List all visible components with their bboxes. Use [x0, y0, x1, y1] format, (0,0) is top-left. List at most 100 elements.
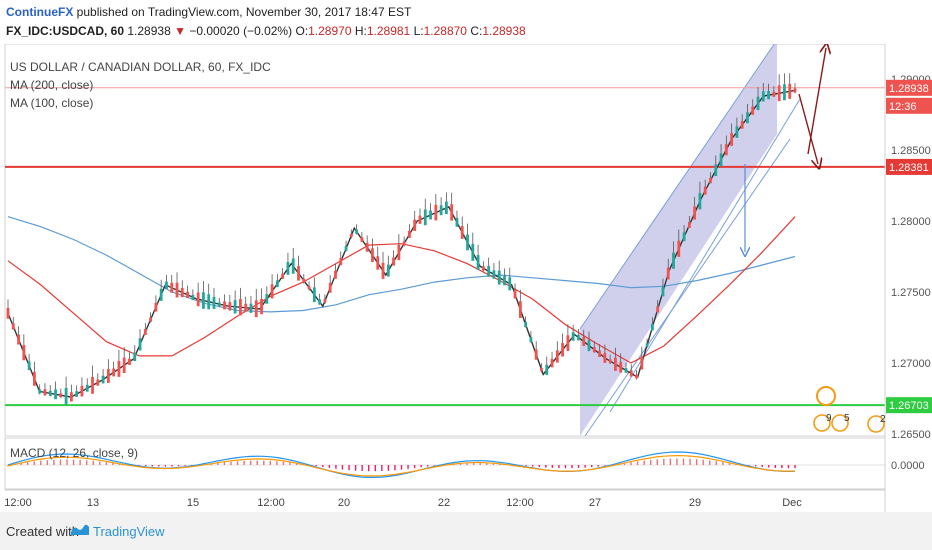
candle-body: [444, 201, 448, 215]
candle-body: [349, 233, 353, 237]
candle-body: [397, 244, 401, 261]
chart-legend: US DOLLAR / CANADIAN DOLLAR, 60, FX_IDC …: [10, 58, 271, 112]
candle-body: [598, 350, 601, 357]
series-line-ma-100-close-: [7, 216, 796, 364]
candle-body: [640, 356, 644, 370]
event-badge-count: 9: [826, 413, 832, 424]
candle-body: [555, 350, 559, 363]
candle-body: [767, 90, 770, 100]
x-tick-label: 15: [187, 497, 199, 509]
candle-body: [281, 273, 285, 279]
open-value: 1.28970: [308, 24, 352, 38]
candle-body: [318, 299, 322, 305]
price-tick-label: 1.27500: [891, 287, 931, 299]
candle-body: [11, 323, 15, 330]
x-tick-label: 29: [689, 497, 701, 509]
last-price: 1.28938: [127, 24, 171, 38]
candle-body: [344, 246, 348, 251]
candle-body: [6, 307, 10, 319]
candle-body: [529, 336, 533, 343]
publish-line: ContinueFX published on TradingView.com,…: [6, 5, 411, 19]
candle-body: [503, 276, 506, 286]
candle-body: [629, 370, 633, 377]
symbol-name: FX_IDC:USDCAD, 60: [6, 24, 125, 38]
legend-ma200[interactable]: MA (200, close): [10, 78, 94, 92]
candle-body: [788, 83, 792, 99]
candle-body: [434, 204, 438, 221]
candle-body: [43, 389, 47, 396]
candle-body: [54, 389, 57, 400]
candle-body: [328, 282, 332, 293]
candle-body: [571, 332, 575, 341]
candle-body: [777, 85, 781, 102]
x-tick-label: 20: [338, 497, 350, 509]
legend-ma100[interactable]: MA (100, close): [10, 96, 94, 110]
candle-body: [339, 258, 343, 266]
price-change: −0.00020 (−0.02%): [189, 24, 293, 38]
high-value: 1.28981: [366, 24, 411, 38]
candle-body: [592, 347, 596, 353]
candle-body: [466, 234, 469, 251]
tradingview-logo-icon: [71, 524, 89, 535]
candle-body: [481, 266, 485, 271]
candle-body: [180, 287, 184, 298]
candle-body: [793, 88, 797, 93]
price-tick-label: 1.27000: [891, 358, 931, 370]
candle-body: [450, 204, 454, 221]
candle-body: [724, 144, 728, 156]
candle-body: [207, 294, 211, 310]
candle-body: [386, 264, 390, 277]
candle-body: [455, 218, 459, 227]
candle-body: [291, 258, 295, 274]
candle-body: [740, 121, 744, 129]
candle-body: [418, 215, 422, 224]
tradingview-brand[interactable]: TradingView: [93, 524, 165, 539]
published-text: published on TradingView.com, November 3…: [76, 5, 412, 19]
arrow-down-target: [798, 93, 818, 164]
candle-body: [439, 205, 443, 216]
candle-body: [371, 248, 374, 262]
candle-body: [59, 393, 63, 398]
macd-legend[interactable]: MACD (12, 26, close, 9): [10, 446, 139, 460]
author-link[interactable]: ContinueFX: [6, 5, 74, 19]
candle-body: [223, 301, 226, 310]
candle-body: [244, 303, 248, 312]
price-label-box: [886, 97, 932, 114]
candle-body: [48, 390, 52, 396]
candle-body: [355, 229, 359, 234]
candle-body: [254, 300, 258, 318]
candle-body: [619, 361, 623, 373]
candle-body: [186, 291, 189, 299]
candle-body: [138, 338, 142, 351]
candle-body: [730, 132, 734, 146]
candle-body: [101, 375, 105, 384]
arrow-up-target: [807, 48, 826, 155]
candle-body: [624, 368, 628, 373]
candle-body: [64, 387, 68, 405]
candle-body: [117, 360, 121, 377]
x-tick-label: 12:00: [506, 497, 534, 509]
x-tick-label: 12:00: [4, 497, 32, 509]
candle-body: [709, 177, 712, 184]
candle-body: [746, 112, 749, 124]
chart-canvas[interactable]: 1.290001.285001.280001.275001.270001.265…: [0, 44, 932, 512]
candle-body: [719, 153, 723, 167]
low-value: 1.28870: [423, 24, 467, 38]
candle-body: [756, 96, 760, 111]
price-axis-background: [885, 44, 932, 512]
candle-body: [761, 91, 765, 102]
candle-body: [413, 219, 417, 232]
open-label: O:: [295, 24, 309, 38]
candle-body: [170, 282, 174, 293]
x-tick-label: 22: [438, 497, 450, 509]
candle-body: [165, 281, 168, 290]
event-badge-icon: [831, 414, 849, 432]
candle-body: [91, 377, 94, 394]
candle-body: [133, 352, 137, 362]
candle-body: [96, 379, 100, 386]
candle-body: [212, 296, 216, 309]
candle-body: [714, 164, 718, 177]
symbol-line: FX_IDC:USDCAD, 60 1.28938 ▼ −0.00020 (−0…: [6, 24, 526, 38]
price-tick-label: 1.28000: [891, 216, 931, 228]
candle-body: [376, 256, 380, 270]
